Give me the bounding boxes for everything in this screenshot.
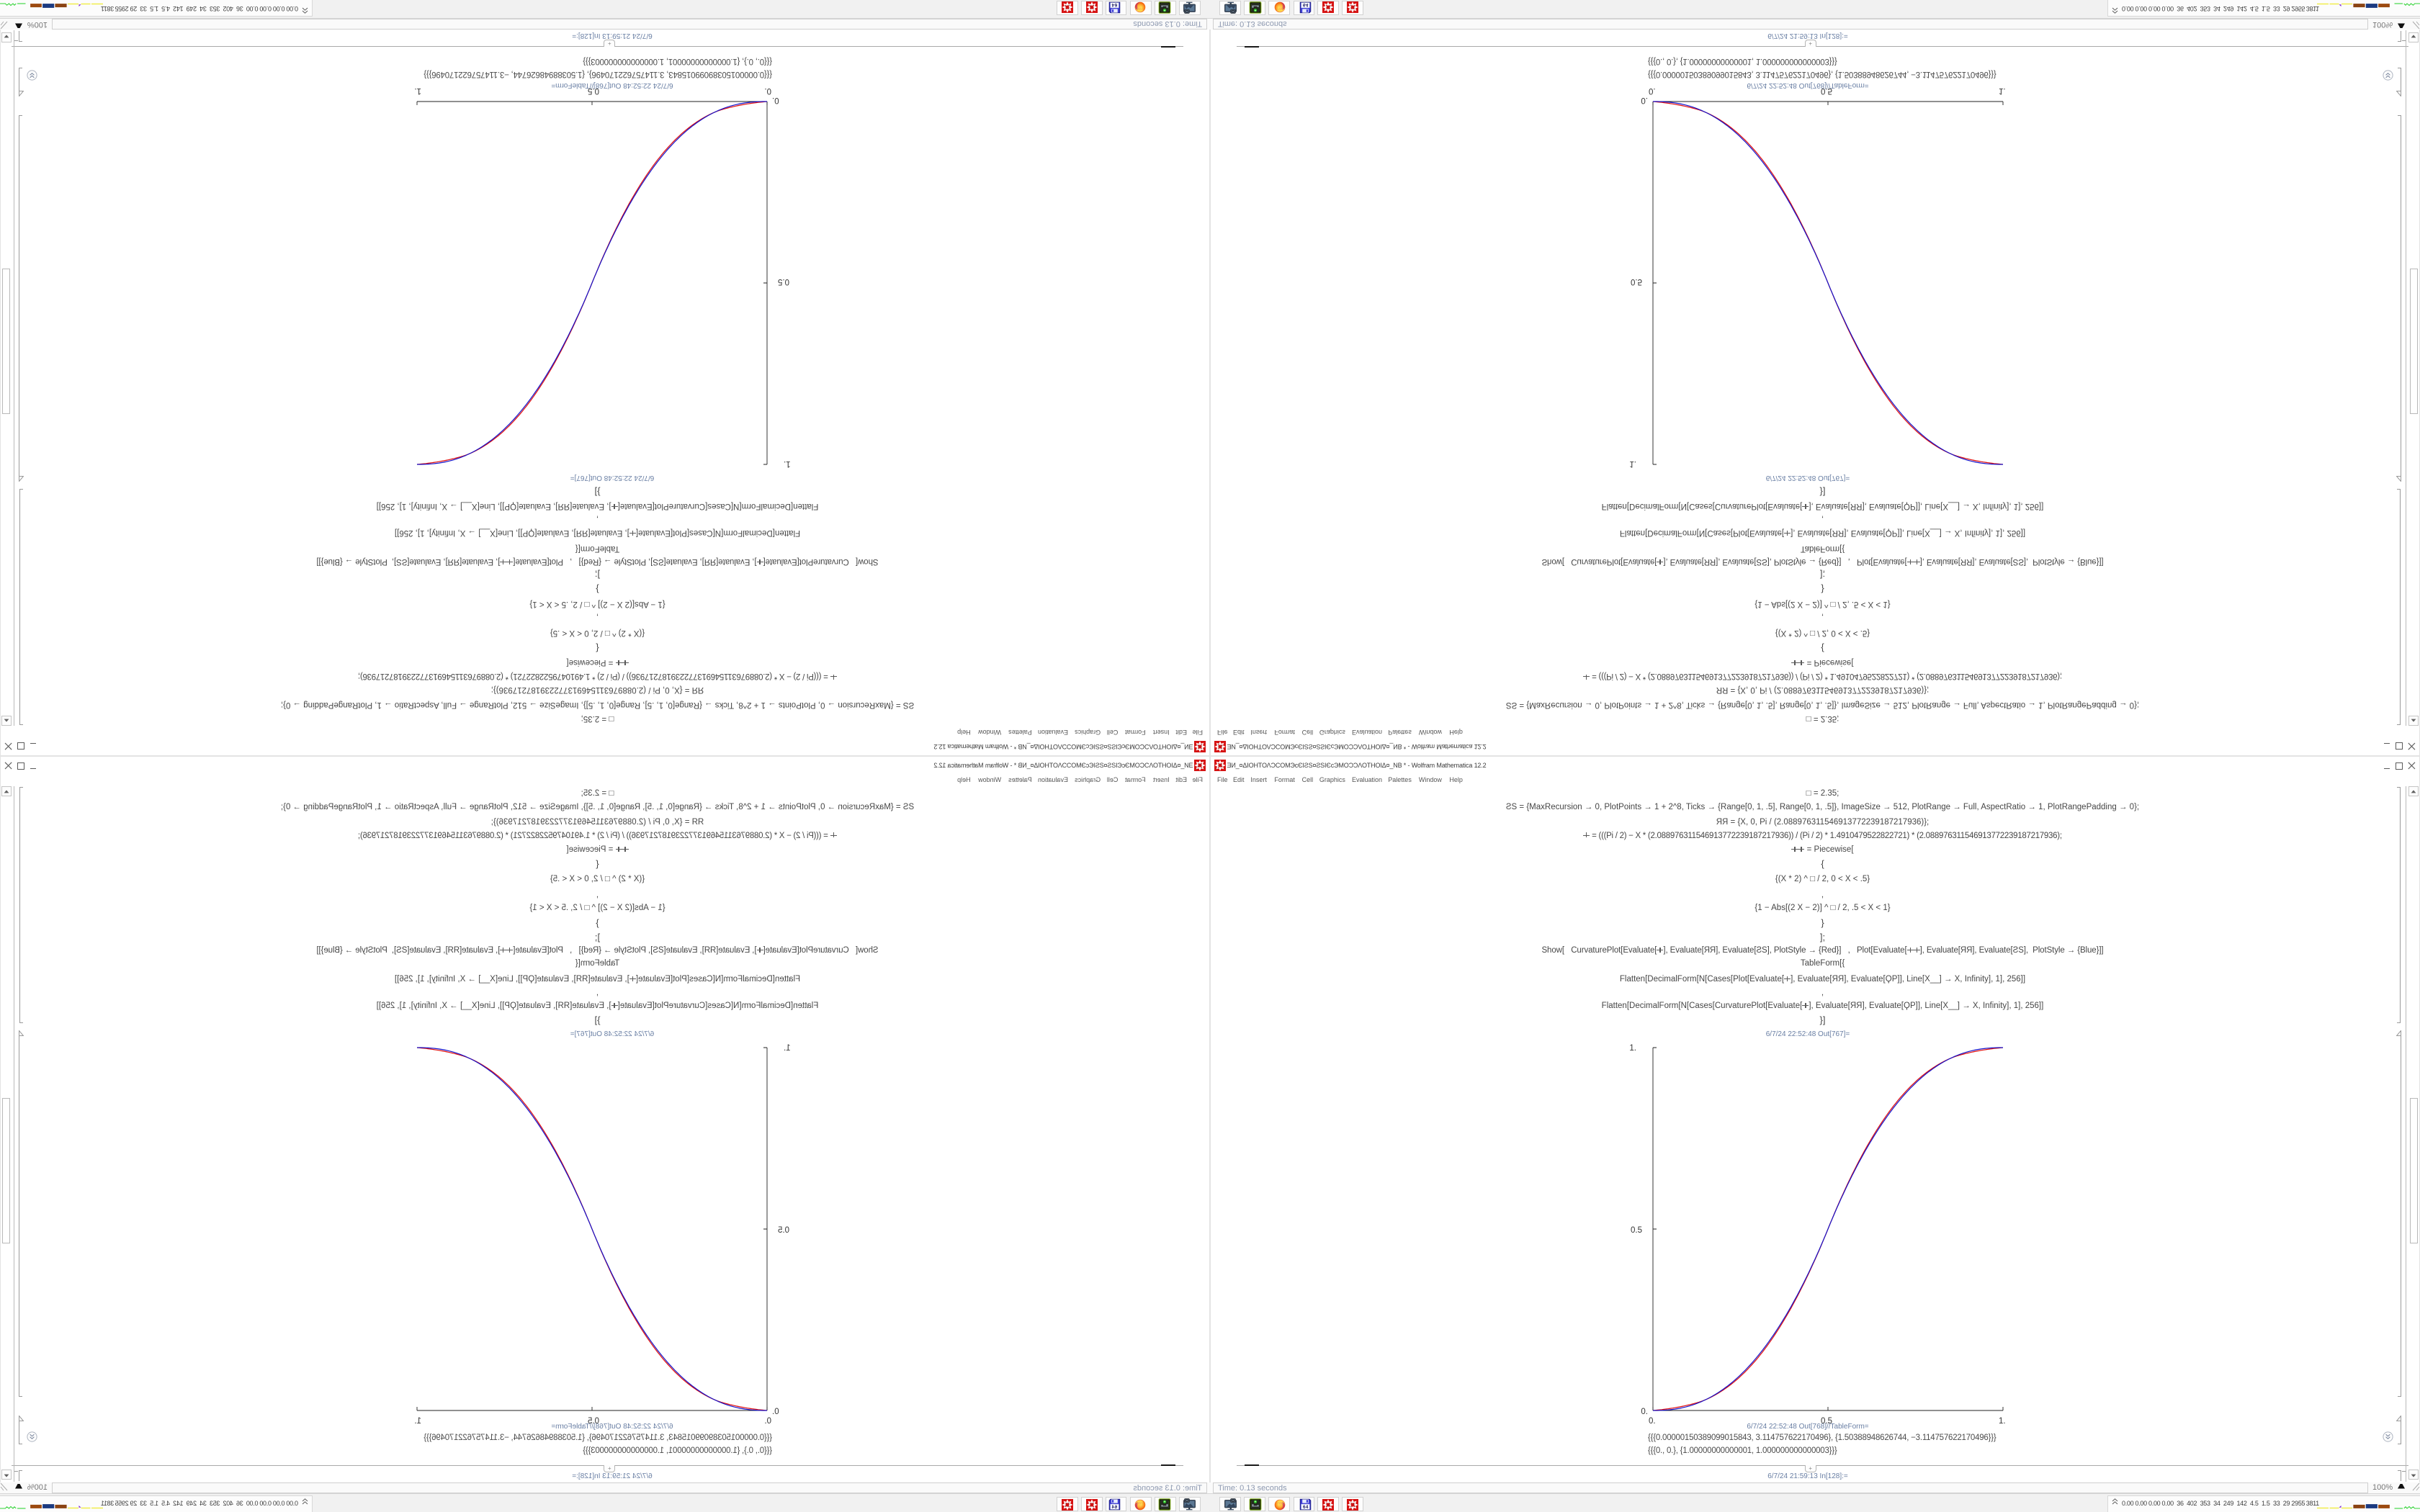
svg-text:1.: 1.: [414, 86, 421, 95]
svg-text:64: 64: [1302, 2, 1308, 7]
svg-text:1.: 1.: [1629, 1044, 1636, 1053]
svg-text:1.: 1.: [784, 459, 791, 468]
svg-text:0.: 0.: [1641, 96, 1648, 104]
svg-text:64: 64: [1112, 2, 1118, 7]
svg-text:0.: 0.: [764, 1417, 771, 1426]
svg-text:0.: 0.: [1649, 1417, 1656, 1426]
svg-text:0.5: 0.5: [1631, 1226, 1642, 1235]
svg-text:0.5: 0.5: [1631, 277, 1642, 286]
svg-text:0.5: 0.5: [1821, 86, 1832, 95]
svg-text:1.: 1.: [1999, 86, 2006, 95]
svg-text:0.: 0.: [1641, 1408, 1648, 1416]
svg-text:0.: 0.: [772, 96, 779, 104]
svg-text:1.: 1.: [784, 1044, 791, 1053]
svg-text:64: 64: [1112, 1505, 1118, 1510]
svg-text:1.: 1.: [1629, 459, 1636, 468]
svg-text:0.: 0.: [1649, 86, 1656, 95]
svg-text:0.5: 0.5: [588, 86, 599, 95]
svg-text:0.5: 0.5: [1821, 1417, 1832, 1426]
svg-text:64: 64: [1302, 1505, 1308, 1510]
svg-text:0.5: 0.5: [778, 1226, 789, 1235]
svg-text:1.: 1.: [1999, 1417, 2006, 1426]
svg-text:0.5: 0.5: [588, 1417, 599, 1426]
svg-text:1.: 1.: [414, 1417, 421, 1426]
svg-text:0.: 0.: [772, 1408, 779, 1416]
svg-text:0.: 0.: [764, 86, 771, 95]
svg-text:0.5: 0.5: [778, 277, 789, 286]
